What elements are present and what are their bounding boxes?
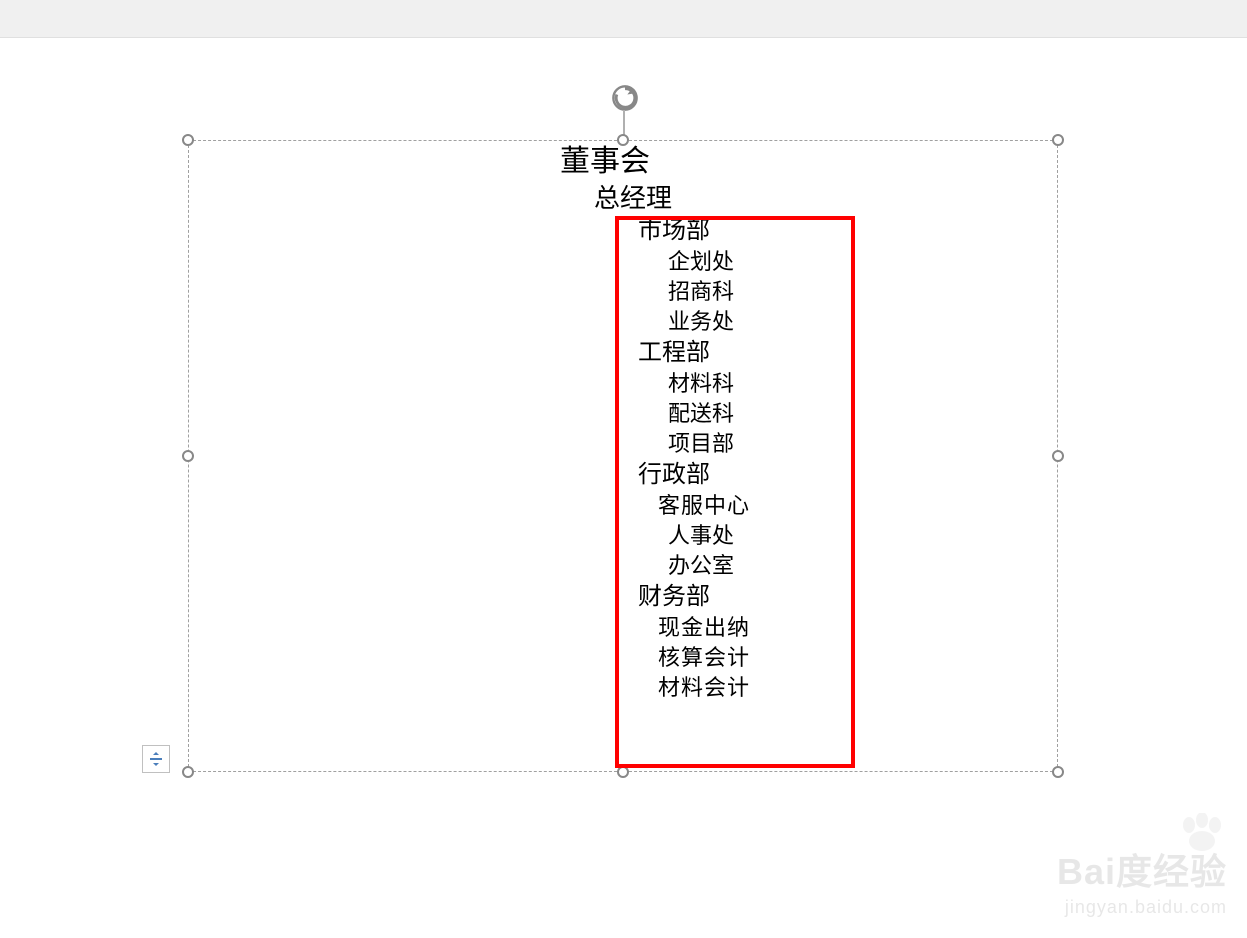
outline-dept-1-child-2[interactable]: 项目部 [668, 429, 750, 459]
outline-dept-2-child-1[interactable]: 人事处 [668, 521, 750, 551]
outline-dept-0-child-1[interactable]: 招商科 [668, 277, 750, 307]
canvas-area[interactable]: 董事会 总经理 市场部 企划处 招商科 业务处 工程部 材料科 配送科 项目部 … [0, 38, 1247, 938]
outline-dept-3-child-2[interactable]: 材料会计 [658, 673, 750, 703]
autofit-icon [147, 750, 165, 768]
resize-handle-bottom-right[interactable] [1052, 766, 1064, 778]
outline-text-content[interactable]: 董事会 总经理 市场部 企划处 招商科 业务处 工程部 材料科 配送科 项目部 … [560, 143, 750, 703]
autofit-options-button[interactable] [142, 745, 170, 773]
rotation-handle[interactable] [610, 83, 640, 113]
watermark: Bai度经验 jingyan.baidu.com [1057, 843, 1227, 918]
ribbon-bar [0, 0, 1247, 38]
outline-dept-0-child-0[interactable]: 企划处 [668, 247, 750, 277]
outline-dept-3[interactable]: 财务部 [638, 581, 750, 613]
resize-handle-middle-left[interactable] [182, 450, 194, 462]
resize-handle-bottom-middle[interactable] [617, 766, 629, 778]
resize-handle-top-left[interactable] [182, 134, 194, 146]
outline-dept-1-child-0[interactable]: 材料科 [668, 369, 750, 399]
outline-dept-1-child-1[interactable]: 配送科 [668, 399, 750, 429]
resize-handle-middle-right[interactable] [1052, 450, 1064, 462]
outline-dept-0-child-2[interactable]: 业务处 [668, 307, 750, 337]
rotation-icon [611, 84, 639, 112]
resize-handle-bottom-left[interactable] [182, 766, 194, 778]
outline-dept-0[interactable]: 市场部 [638, 215, 750, 247]
watermark-sub-text: jingyan.baidu.com [1057, 897, 1227, 918]
outline-dept-2-child-2[interactable]: 办公室 [668, 551, 750, 581]
resize-handle-top-right[interactable] [1052, 134, 1064, 146]
outline-dept-1[interactable]: 工程部 [638, 337, 750, 369]
outline-dept-2-child-0[interactable]: 客服中心 [658, 491, 750, 521]
outline-level-0[interactable]: 董事会 [560, 143, 750, 181]
outline-dept-3-child-0[interactable]: 现金出纳 [658, 613, 750, 643]
outline-dept-2[interactable]: 行政部 [638, 459, 750, 491]
outline-dept-3-child-1[interactable]: 核算会计 [658, 643, 750, 673]
outline-level-1[interactable]: 总经理 [594, 181, 750, 215]
watermark-paw-icon [1177, 813, 1227, 858]
